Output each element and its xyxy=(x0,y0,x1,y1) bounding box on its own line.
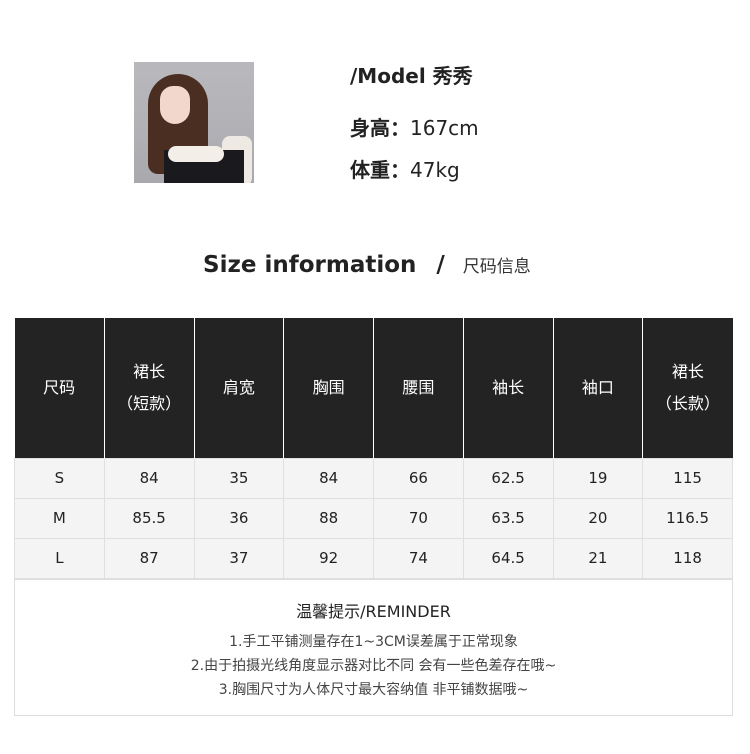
model-weight: 体重：47kg xyxy=(350,158,460,182)
model-name: /Model 秀秀 xyxy=(350,64,473,88)
table-cell: S xyxy=(14,457,105,499)
model-height: 身高：167cm xyxy=(350,116,479,140)
reminder-line: 3.胸围尺寸为人体尺寸最大容纳值 非平铺数据哦~ xyxy=(218,682,529,698)
column-header: 胸围 xyxy=(283,318,374,458)
table-row: L 87 37 92 74 64.5 21 118 xyxy=(14,537,733,579)
column-header: 裙长 （短款） xyxy=(103,318,194,458)
column-header: 尺码 xyxy=(14,318,105,458)
table-cell: 20 xyxy=(552,497,644,539)
size-table: 尺码 裙长 （短款） 肩宽 胸围 腰围 袖长 袖口 裙长 （长款） S 84 35 84 66 62.5… xyxy=(14,318,733,579)
model-photo xyxy=(134,62,254,183)
table-cell: L xyxy=(14,537,105,579)
column-header: 袖长 xyxy=(462,318,553,458)
table-row: M 85.5 36 88 70 63.5 20 116.5 xyxy=(14,497,733,539)
table-cell: 35 xyxy=(193,457,285,499)
table-cell: 116.5 xyxy=(642,497,733,539)
table-cell: 21 xyxy=(552,537,644,579)
table-cell: 84 xyxy=(103,457,195,499)
table-cell: M xyxy=(14,497,105,539)
table-cell: 62.5 xyxy=(462,457,554,499)
table-cell: 88 xyxy=(283,497,374,539)
column-header: 腰围 xyxy=(373,318,464,458)
table-cell: 64.5 xyxy=(462,537,554,579)
reminder-box: 温馨提示/REMINDER 1.手工平铺测量存在1~3CM误差属于正常现象 2.… xyxy=(14,579,733,716)
reminder-line: 1.手工平铺测量存在1~3CM误差属于正常现象 xyxy=(229,634,518,650)
table-cell: 70 xyxy=(373,497,464,539)
table-cell: 63.5 xyxy=(462,497,554,539)
table-row: S 84 35 84 66 62.5 19 115 xyxy=(14,457,733,499)
table-cell: 84 xyxy=(283,457,374,499)
table-cell: 36 xyxy=(193,497,285,539)
table-cell: 37 xyxy=(193,537,285,579)
table-cell: 74 xyxy=(373,537,464,579)
column-header: 袖口 xyxy=(552,318,643,458)
table-cell: 118 xyxy=(642,537,733,579)
table-cell: 92 xyxy=(283,537,374,579)
column-header: 裙长 （长款） xyxy=(642,318,733,458)
table-cell: 19 xyxy=(552,457,644,499)
table-cell: 115 xyxy=(642,457,733,499)
table-cell: 66 xyxy=(373,457,464,499)
section-title: Size information / 尺码信息 xyxy=(203,252,531,278)
reminder-title: 温馨提示/REMINDER xyxy=(296,602,451,621)
column-header: 肩宽 xyxy=(193,318,284,458)
reminder-line: 2.由于拍摄光线角度显示器对比不同 会有一些色差存在哦~ xyxy=(190,658,557,674)
table-cell: 87 xyxy=(103,537,195,579)
table-cell: 85.5 xyxy=(103,497,195,539)
